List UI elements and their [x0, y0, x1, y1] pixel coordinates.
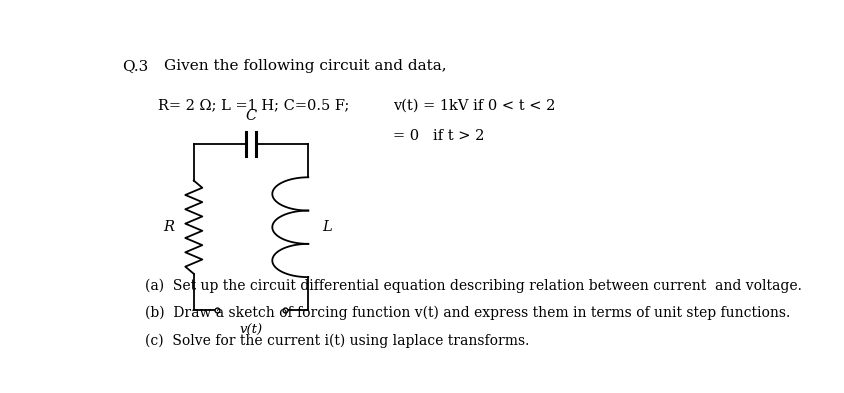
Text: v(t): v(t): [240, 324, 262, 337]
Text: Q.3: Q.3: [122, 59, 148, 73]
Text: R: R: [163, 220, 174, 234]
Text: (a)  Set up the circuit differential equation describing relation between curren: (a) Set up the circuit differential equa…: [145, 279, 802, 293]
Text: Given the following circuit and data,: Given the following circuit and data,: [165, 59, 447, 73]
Text: (c)  Solve for the current i(t) using laplace transforms.: (c) Solve for the current i(t) using lap…: [145, 333, 529, 347]
Text: C: C: [246, 109, 257, 123]
Text: = 0   if t > 2: = 0 if t > 2: [393, 129, 484, 143]
Text: R= 2 Ω; L =1 H; C=0.5 F;: R= 2 Ω; L =1 H; C=0.5 F;: [158, 99, 349, 113]
Text: (b)  Draw a sketch of forcing function v(t) and express them in terms of unit st: (b) Draw a sketch of forcing function v(…: [145, 306, 790, 320]
Text: v(t) = 1kV if 0 < t < 2: v(t) = 1kV if 0 < t < 2: [393, 99, 555, 113]
Text: L: L: [322, 220, 333, 234]
